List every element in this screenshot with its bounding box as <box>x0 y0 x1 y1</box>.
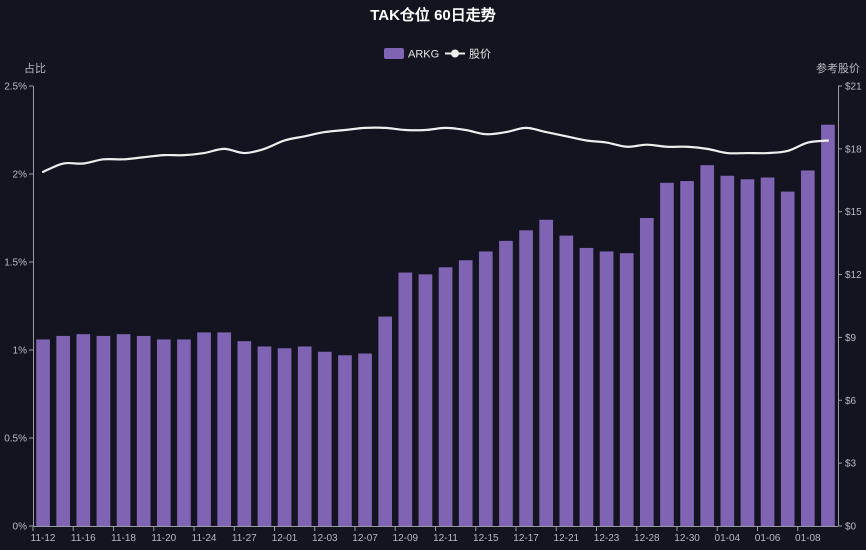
legend-label-price[interactable]: 股价 <box>469 48 491 61</box>
bar-12-10[interactable] <box>418 274 433 526</box>
x-tick-label: 01-08 <box>795 533 821 544</box>
bar-11-17[interactable] <box>96 335 111 526</box>
bar-11-20[interactable] <box>156 339 171 526</box>
bar-12-03[interactable] <box>317 351 332 526</box>
bar-12-17[interactable] <box>519 230 533 526</box>
x-tick-label: 11-12 <box>31 533 56 544</box>
y-tick-label: 0.5% <box>4 434 27 445</box>
x-axis-ticks: 11-12 11-16 11-18 11-20 11-24 11-27 12-01 12-03… <box>31 526 821 544</box>
y-axis-ticks: 0% 0.5% 1% 1.5% 2% 2.5% <box>4 82 33 533</box>
chart-title: TAK仓位 60日走势 <box>370 6 496 24</box>
y-tick-label: 0% <box>13 522 28 533</box>
line-series-price <box>41 126 830 173</box>
y2-axis-ticks: $0 $3 $6 $9 $12 $15 $18 $21 <box>838 82 862 533</box>
bar-12-27[interactable] <box>619 253 634 526</box>
x-tick-label: 12-03 <box>312 533 338 544</box>
x-tick-label: 12-11 <box>433 533 458 544</box>
bar-11-26[interactable] <box>217 332 232 526</box>
y2-tick-label: $12 <box>845 270 862 281</box>
y2-tick-label: $6 <box>845 396 857 407</box>
bar-12-28[interactable] <box>639 218 654 526</box>
x-tick-label: 11-20 <box>151 533 176 544</box>
bar-12-16[interactable] <box>499 240 513 526</box>
bar-01-10[interactable] <box>821 124 835 526</box>
bar-11-27[interactable] <box>237 341 252 526</box>
bar-11-19[interactable] <box>136 335 151 526</box>
y2-axis-label: 参考股价 <box>816 61 860 75</box>
bar-11-12[interactable] <box>36 339 50 526</box>
x-tick-label: 12-15 <box>473 533 499 544</box>
y-tick-label: 1.5% <box>4 258 27 269</box>
bar-01-04[interactable] <box>720 175 735 526</box>
x-tick-label: 12-07 <box>352 533 378 544</box>
bar-12-20[interactable] <box>539 219 554 526</box>
bar-12-01[interactable] <box>277 348 292 526</box>
x-tick-label: 11-27 <box>232 533 257 544</box>
y2-tick-label: $0 <box>845 522 857 533</box>
x-tick-label: 01-06 <box>755 533 781 544</box>
bar-12-29[interactable] <box>660 182 674 527</box>
y2-tick-label: $9 <box>845 333 857 344</box>
bar-01-05[interactable] <box>740 179 755 526</box>
bar-12-22[interactable] <box>579 247 594 527</box>
bar-11-24[interactable] <box>197 332 211 526</box>
x-tick-label: 11-18 <box>111 533 136 544</box>
y2-tick-label: $21 <box>845 82 862 93</box>
bar-12-23[interactable] <box>599 251 614 526</box>
x-tick-label: 12-23 <box>594 533 620 544</box>
y-tick-label: 2% <box>13 170 28 181</box>
x-tick-label: 12-09 <box>393 533 419 544</box>
bar-11-18[interactable] <box>116 334 131 526</box>
price-line[interactable] <box>41 126 830 173</box>
bar-11-23[interactable] <box>177 339 191 526</box>
bar-01-07[interactable] <box>780 191 795 526</box>
bar-12-06[interactable] <box>338 355 352 526</box>
legend-label-arkg[interactable]: ARKG <box>408 49 439 61</box>
bar-12-07[interactable] <box>358 353 372 526</box>
legend-swatch-price-dot[interactable] <box>451 49 459 58</box>
legend[interactable]: ARKG 股价 <box>384 48 491 61</box>
x-tick-label: 12-28 <box>634 533 660 544</box>
y-tick-label: 1% <box>13 346 28 357</box>
bar-11-29[interactable] <box>257 346 272 526</box>
y-axis-label: 占比 <box>24 61 46 75</box>
x-tick-label: 11-16 <box>71 533 96 544</box>
x-tick-label: 12-21 <box>554 533 580 544</box>
y-tick-label: 2.5% <box>4 82 27 93</box>
y2-tick-label: $3 <box>845 459 857 470</box>
bar-11-15[interactable] <box>56 335 71 526</box>
bar-12-31[interactable] <box>700 165 715 526</box>
bar-12-02[interactable] <box>297 346 312 526</box>
x-tick-label: 11-24 <box>192 533 217 544</box>
bar-series-arkg <box>36 124 835 527</box>
bar-11-16[interactable] <box>76 334 91 526</box>
x-tick-label: 12-17 <box>513 533 539 544</box>
bar-12-30[interactable] <box>680 181 694 527</box>
legend-swatch-arkg[interactable] <box>384 48 404 59</box>
bar-12-21[interactable] <box>559 235 574 526</box>
y2-tick-label: $18 <box>845 144 862 155</box>
x-tick-label: 12-01 <box>272 533 298 544</box>
bar-12-09[interactable] <box>398 272 413 526</box>
x-tick-label: 01-04 <box>715 533 741 544</box>
bar-12-15[interactable] <box>478 251 493 526</box>
x-tick-label: 12-30 <box>674 533 700 544</box>
bar-01-08[interactable] <box>800 170 815 527</box>
bar-12-11[interactable] <box>438 267 453 526</box>
bar-12-14[interactable] <box>458 260 473 526</box>
y2-tick-label: $15 <box>845 207 862 218</box>
bar-12-08[interactable] <box>378 316 393 526</box>
bar-01-06[interactable] <box>760 177 775 526</box>
